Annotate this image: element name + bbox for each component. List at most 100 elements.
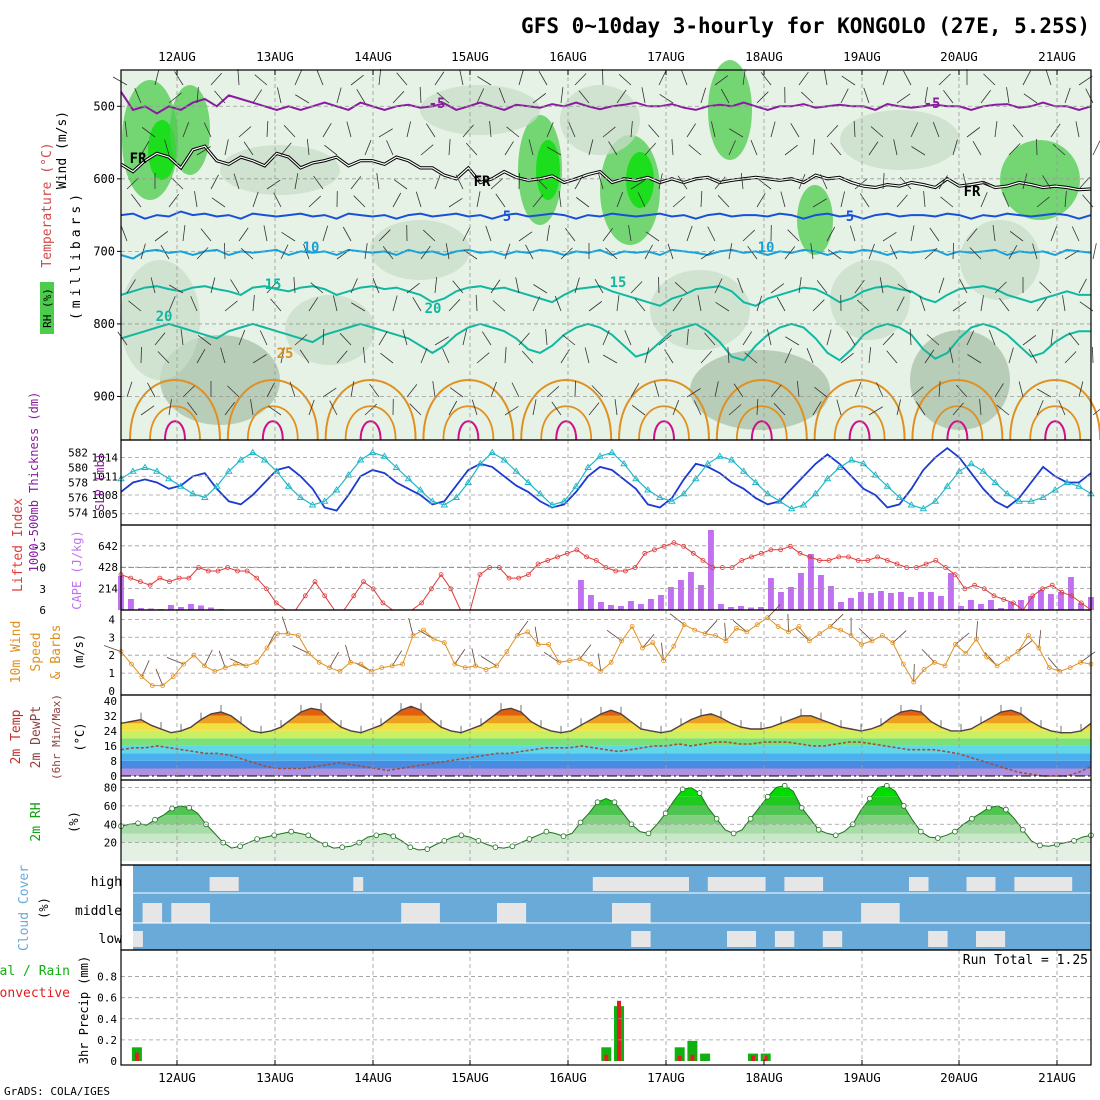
wind-barb: [346, 121, 352, 138]
wind-barb: [1036, 138, 1038, 156]
wind-barb: [758, 178, 772, 190]
precip-total-bar: [687, 1040, 698, 1061]
rh2m-point: [152, 816, 158, 823]
axis-label-wind10-speed: Speed: [29, 632, 44, 671]
wind-barb: [1064, 87, 1071, 104]
cape-bar: [868, 593, 874, 610]
lifted-index-point: [128, 575, 134, 581]
axis-label-cape: CAPE (J/kg): [70, 530, 84, 609]
wind-barb: [532, 399, 537, 416]
cloud-clear-cell: [928, 931, 938, 947]
wind-speed-point: [181, 661, 187, 667]
wind-speed-point: [608, 659, 614, 665]
wind-barb: [966, 330, 975, 346]
wind-barb: [823, 69, 828, 86]
lifted-index-point: [535, 561, 541, 567]
wind-barb: [910, 225, 915, 242]
wind-speed-point: [900, 661, 906, 667]
cape-bar: [198, 605, 204, 610]
rh2m-point: [288, 828, 295, 835]
cloud-clear-cell: [142, 903, 153, 923]
rh2m-point: [271, 832, 278, 839]
temp-line: [120, 705, 1092, 734]
wind-barb: [1050, 329, 1054, 346]
wind-barb: [688, 144, 702, 156]
wind-barb: [812, 299, 825, 312]
cape-bar: [678, 580, 684, 610]
thickness-point: [224, 467, 233, 474]
isotherm-line-35: [848, 420, 871, 441]
lifted-index-point: [671, 540, 677, 546]
isotherm-line-30: [344, 405, 397, 441]
wind-barb: [266, 382, 275, 398]
cloud-row-label-middle: middle: [75, 904, 122, 919]
isotherm-line-35: [1044, 420, 1067, 441]
temp-band: [121, 768, 1091, 776]
wind-barb: [773, 403, 786, 416]
thickness-point: [608, 448, 616, 455]
cape-bar: [898, 592, 904, 610]
wind-speed-point: [1046, 665, 1052, 671]
thickness-point: [1039, 493, 1047, 500]
cloud-clear-cell: [219, 877, 230, 891]
wind-speed-point: [1036, 645, 1042, 651]
wind-barb: [1028, 348, 1038, 364]
wind-barb: [392, 192, 402, 208]
lifted-index-point: [506, 575, 512, 581]
cape-bar: [828, 586, 834, 610]
cloud-clear-cell: [822, 931, 833, 947]
wind-barb: [980, 89, 991, 104]
wind-barb: [190, 296, 198, 312]
wind-barb: [324, 144, 338, 156]
wind-barb: [882, 69, 889, 86]
cape-bar: [628, 601, 634, 610]
wind-barb: [879, 277, 884, 294]
wind-barb: [899, 176, 912, 190]
cloud-clear-cell: [200, 903, 210, 923]
lifted-index-point: [147, 582, 153, 588]
wind-barb: [1085, 88, 1094, 104]
isotherm-line-30: [638, 405, 690, 441]
isotherm-line-30: [735, 405, 788, 441]
wind-barb: [966, 228, 978, 242]
rh2m-point: [1003, 806, 1009, 813]
rh2m-point: [169, 805, 175, 812]
wind-barb: [1075, 121, 1080, 138]
lifted-index-point: [176, 575, 182, 581]
wind-speed-point: [734, 625, 739, 631]
wind-barb: [994, 281, 1007, 294]
lifted-index-point: [244, 568, 250, 574]
rh2m-point: [969, 815, 975, 822]
isotherm-line-25: [813, 379, 906, 441]
thickness-point: [165, 474, 173, 482]
lifted-index-point: [700, 558, 706, 563]
cloud-clear-cell: [889, 903, 900, 923]
wind-barb: [952, 242, 954, 260]
wind-barb: [283, 125, 296, 138]
cloud-row-label-high: high: [91, 875, 122, 890]
thickness-point: [201, 493, 209, 500]
wind-barb: [767, 329, 772, 346]
lifted-index-point: [516, 575, 522, 581]
wind-barb: [336, 350, 348, 364]
rh-shading-blob: [708, 60, 752, 160]
thickness-point: [703, 459, 712, 467]
wind-barb: [518, 69, 524, 86]
wind-barb: [889, 244, 898, 260]
wind-barb: [489, 121, 492, 138]
wind-barb: [671, 139, 674, 156]
isotherm-line-35: [946, 420, 969, 441]
wind-barb: [955, 384, 968, 398]
wind-barb: [729, 128, 744, 138]
lifted-index-point: [1069, 593, 1074, 599]
temp-color-bands: [121, 706, 1091, 776]
rh2m-point: [747, 815, 754, 822]
cloud-clear-cell: [180, 903, 191, 923]
wind-barb: [658, 276, 660, 294]
lifted-index-point: [855, 558, 861, 563]
thickness-point: [811, 489, 820, 497]
wind-barb: [471, 399, 478, 416]
wind-barb: [538, 70, 548, 86]
y-tick-label-wind: 0: [108, 685, 115, 698]
lifted-index-point: [972, 582, 977, 588]
